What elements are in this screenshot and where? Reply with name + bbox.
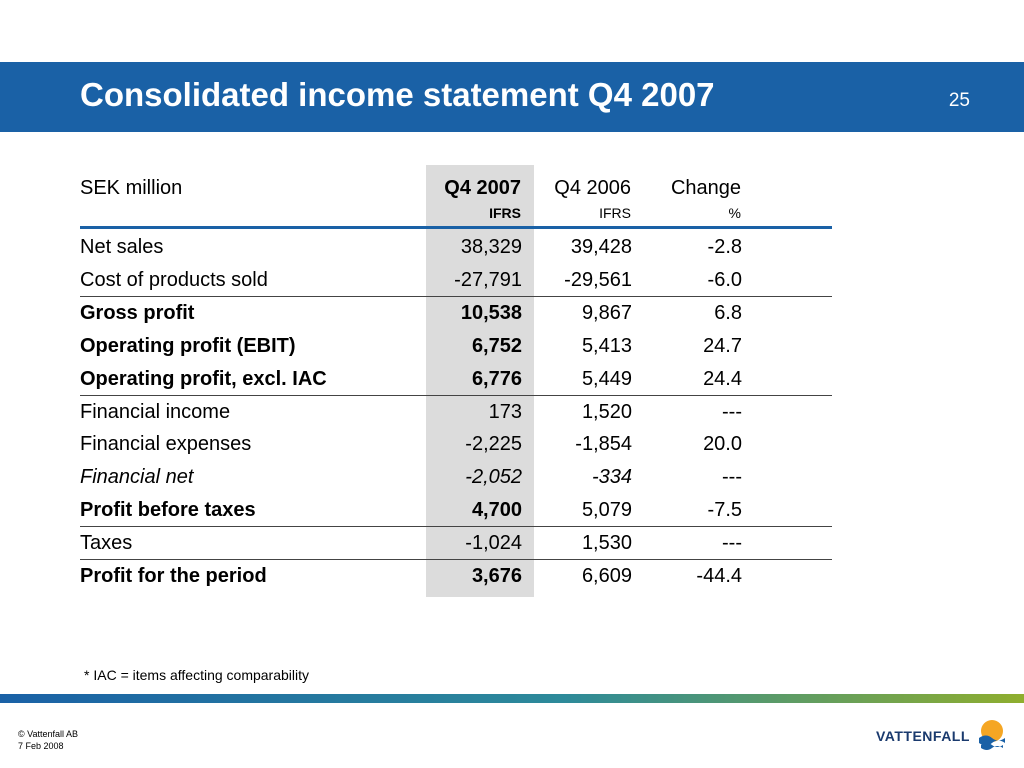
table-row-taxes: Taxes -1,024 1,530 ---	[80, 526, 832, 560]
value-q4-2006: 5,413	[581, 335, 632, 357]
vattenfall-logo: VATTENFALL	[876, 718, 1006, 754]
footer-date: 7 Feb 2008	[18, 741, 64, 751]
value-q4-2007: -27,791	[454, 269, 522, 291]
row-label: Gross profit	[80, 302, 195, 324]
footer-copyright: © Vattenfall AB 7 Feb 2008	[18, 728, 78, 752]
value-q4-2006: 1,520	[581, 401, 632, 423]
logo-wordmark: VATTENFALL	[876, 728, 970, 744]
value-q4-2007: -1,024	[465, 532, 522, 554]
value-q4-2006: -1,854	[575, 433, 632, 455]
value-q4-2006: -334	[591, 466, 632, 488]
footnote: * IAC = items affecting comparability	[84, 667, 310, 683]
value-change: ---	[722, 401, 742, 423]
page-number: 25	[948, 90, 970, 111]
table-row-cost-of-products-sold: Cost of products sold -27,791 -29,561 -6…	[80, 264, 832, 297]
table-row-net-sales: Net sales 38,329 39,428 -2.8	[80, 231, 832, 264]
value-q4-2007: -2,225	[465, 433, 522, 455]
title-band	[0, 62, 1024, 132]
row-label: Financial net	[80, 466, 194, 488]
value-q4-2007: -2,052	[465, 466, 522, 488]
value-change: -44.4	[696, 565, 742, 587]
q4-2007-highlight-column	[426, 165, 534, 597]
value-q4-2007: 6,752	[471, 335, 522, 357]
column-subheader-change: %	[728, 205, 741, 221]
sun-wave-icon	[979, 720, 1005, 750]
row-label: Financial expenses	[80, 433, 252, 455]
column-header-q4-2006: Q4 2006	[554, 177, 631, 199]
value-q4-2006: 5,449	[581, 368, 632, 390]
value-q4-2007: 173	[488, 401, 522, 423]
row-label: Operating profit, excl. IAC	[80, 368, 327, 390]
value-q4-2006: 9,867	[581, 302, 632, 324]
table-header-label: SEK million	[80, 177, 183, 199]
value-q4-2007: 6,776	[471, 368, 522, 390]
row-label: Profit for the period	[80, 565, 267, 587]
row-label: Financial income	[80, 401, 231, 423]
value-change: 6.8	[714, 302, 742, 324]
table-row-financial-income: Financial income 173 1,520 ---	[80, 395, 832, 429]
value-q4-2006: 1,530	[581, 532, 632, 554]
column-header-q4-2007: Q4 2007	[444, 177, 521, 199]
value-q4-2007: 10,538	[460, 302, 522, 324]
slide-title: Consolidated income statement Q4 2007	[80, 76, 715, 113]
column-subheader-q4-2006: IFRS	[599, 205, 631, 221]
value-change: -2.8	[707, 236, 742, 258]
value-q4-2006: 6,609	[581, 565, 632, 587]
row-label: Profit before taxes	[80, 499, 256, 521]
value-q4-2007: 38,329	[460, 236, 522, 258]
value-q4-2007: 3,676	[471, 565, 522, 587]
table-row-operating-profit-ebit: Operating profit (EBIT) 6,752 5,413 24.7	[80, 330, 832, 363]
value-q4-2006: 5,079	[581, 499, 632, 521]
row-label: Operating profit (EBIT)	[80, 335, 296, 357]
value-change: ---	[722, 466, 742, 488]
column-header-change: Change	[670, 177, 741, 199]
value-change: 20.0	[703, 433, 742, 455]
table-row-gross-profit: Gross profit 10,538 9,867 6.8	[80, 296, 832, 330]
table-row-financial-net: Financial net -2,052 -334 ---	[80, 461, 832, 494]
footer-gradient-bar	[0, 694, 1024, 703]
value-change: 24.7	[703, 335, 742, 357]
table-row-financial-expenses: Financial expenses -2,225 -1,854 20.0	[80, 428, 832, 461]
value-q4-2006: 39,428	[570, 236, 632, 258]
copyright-text: © Vattenfall AB	[18, 729, 78, 739]
row-label: Cost of products sold	[80, 269, 268, 291]
value-change: 24.4	[703, 368, 742, 390]
value-change: ---	[722, 532, 742, 554]
table-row-operating-profit-excl-iac: Operating profit, excl. IAC 6,776 5,449 …	[80, 363, 832, 396]
row-label: Net sales	[80, 236, 164, 258]
header-rule	[80, 226, 832, 229]
value-q4-2006: -29,561	[564, 269, 632, 291]
value-q4-2007: 4,700	[471, 499, 522, 521]
column-subheader-q4-2007: IFRS	[489, 205, 521, 221]
table-row-profit-before-taxes: Profit before taxes 4,700 5,079 -7.5	[80, 494, 832, 527]
value-change: -6.0	[707, 269, 742, 291]
row-label: Taxes	[80, 532, 133, 554]
table-row-profit-for-the-period: Profit for the period 3,676 6,609 -44.4	[80, 559, 832, 593]
value-change: -7.5	[707, 499, 742, 521]
